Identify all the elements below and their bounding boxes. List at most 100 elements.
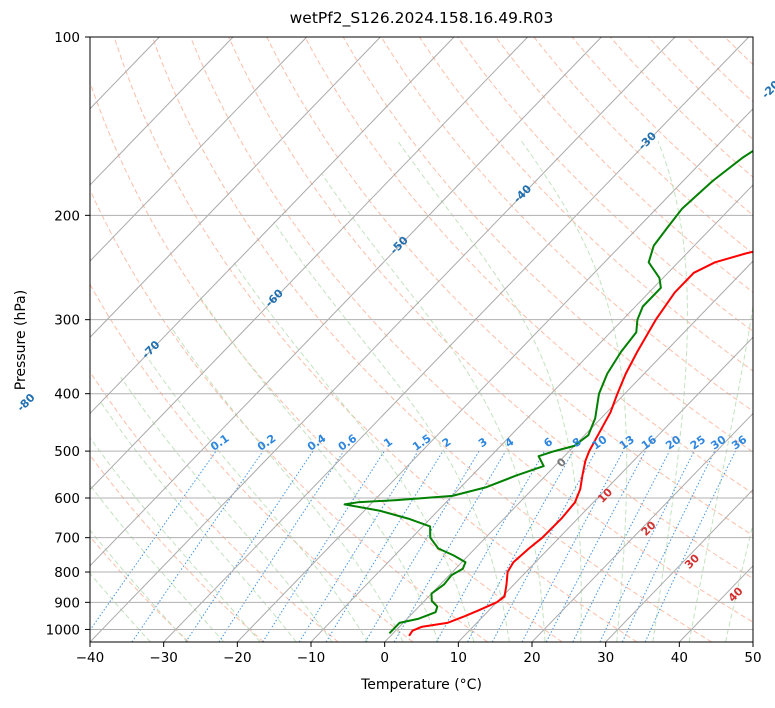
- isotherm-line: [90, 37, 602, 567]
- mixing-ratio-line: [521, 450, 624, 642]
- mixing-ratio-label: 1.5: [410, 432, 433, 454]
- dry-adiabat-label: -80: [14, 391, 37, 414]
- mixing-ratio-line: [545, 450, 646, 642]
- chart-title: wetPf2_S126.2024.158.16.49.R03: [289, 9, 554, 27]
- dry-adiabat: [648, 37, 753, 141]
- moist-adiabat: [321, 173, 546, 642]
- x-tick-label: 30: [597, 650, 614, 666]
- x-axis-ticks: −40 −30 −20 −10 0 10 20 30 40 50: [76, 642, 762, 666]
- isotherm-line: [457, 336, 753, 642]
- isotherm-line: [310, 184, 753, 642]
- mixing-ratio-line: [262, 450, 385, 642]
- mixing-ratio-line: [435, 450, 546, 642]
- isotherm-line: [90, 37, 455, 415]
- moist-adiabat: [98, 399, 297, 642]
- mixing-ratio-line: [393, 450, 507, 642]
- moist-adiabat: [143, 351, 369, 642]
- moist-adiabat: [120, 376, 333, 642]
- mixing-ratio-line: [364, 450, 480, 642]
- y-tick-label: 800: [54, 565, 80, 581]
- mixing-ratio-label: 4: [503, 435, 517, 450]
- dry-adiabat: [90, 370, 339, 642]
- isotherm-line: [384, 260, 753, 642]
- isotherm-line: [90, 37, 676, 642]
- dry-adiabat: [457, 37, 753, 333]
- dry-adiabat: [90, 188, 488, 642]
- moist-adiabat: [688, 303, 753, 642]
- moist-adiabat: [199, 297, 439, 642]
- mixing-ratio-line: [185, 450, 314, 642]
- mixing-ratio-line: [131, 450, 264, 642]
- plot-frame: [89, 36, 754, 643]
- moist-adiabat: [90, 436, 261, 642]
- isotherm-line: [605, 488, 753, 642]
- isotherm-line: [236, 108, 753, 642]
- dry-adiabat: [266, 37, 753, 537]
- x-tick-label: 40: [671, 650, 688, 666]
- profile-series: [343, 149, 753, 637]
- isotherm-line: [90, 37, 234, 186]
- mixing-ratio-label: 3: [476, 435, 490, 450]
- dry-adiabat: [151, 37, 712, 642]
- dry-adiabat: [763, 37, 775, 642]
- x-tick-label: 10: [450, 650, 467, 666]
- moist-adiabat-label: 0: [554, 455, 569, 470]
- mixing-ratio-line: [218, 450, 345, 642]
- x-tick-label: 20: [523, 650, 540, 666]
- moist-adiabat-label: 20: [639, 518, 659, 538]
- grid-lines: [0, 37, 753, 642]
- dry-adiabat: [190, 37, 753, 623]
- mixing-ratio-label: 0.6: [336, 432, 360, 454]
- dry-adiabat: [90, 283, 414, 642]
- dry-adiabat-label: -20: [759, 78, 775, 101]
- y-tick-label: 900: [54, 595, 80, 611]
- dry-adiabat: [571, 37, 753, 216]
- dry-adiabat: [304, 37, 753, 495]
- moist-adiabat: [233, 262, 475, 642]
- y-axis-ticks: 1000 900 800 700 600 500 400 300 200 100: [46, 30, 90, 638]
- mixing-ratio-line: [491, 450, 597, 642]
- moist-adiabat: [90, 484, 225, 642]
- x-axis-label: Temperature (°C): [361, 677, 482, 693]
- mixing-ratio-label: 10: [590, 433, 610, 453]
- dry-adiabat: [90, 454, 264, 642]
- dry-adiabat: [724, 37, 753, 66]
- profile-line-1: [408, 250, 753, 637]
- dry-adiabat: [113, 37, 638, 642]
- mixing-ratio-label: 13: [617, 433, 637, 452]
- mixing-ratio-label: 36: [729, 433, 749, 453]
- x-tick-label: −20: [223, 650, 252, 666]
- moist-adiabat: [273, 221, 510, 642]
- isotherm-line: [163, 37, 750, 642]
- mixing-ratio-label: 0.4: [305, 432, 329, 454]
- isotherm-line: [90, 37, 308, 262]
- dry-adiabat: [228, 37, 753, 580]
- moist-adiabat-label: 40: [726, 584, 746, 604]
- moist-adiabat: [90, 529, 188, 642]
- isotherm-line: [90, 37, 529, 491]
- mixing-ratio-line: [298, 450, 419, 642]
- moist-adiabat: [725, 522, 753, 642]
- mixing-ratio-line: [325, 450, 444, 642]
- dry-adiabat: [90, 80, 563, 642]
- moist-adiabat: [652, 141, 688, 642]
- x-tick-label: −30: [149, 650, 178, 666]
- y-tick-label: 500: [54, 444, 80, 460]
- moist-adiabat-label: 10: [595, 485, 615, 505]
- mixing-ratio-label: 2: [440, 435, 454, 450]
- dry-adiabat: [686, 37, 753, 103]
- isotherm-line: [531, 412, 753, 642]
- mixing-ratio-line: [621, 450, 716, 642]
- isotherm-line: [0, 37, 12, 642]
- mixing-ratio-line: [90, 450, 217, 632]
- x-tick-label: −10: [297, 650, 326, 666]
- mixing-ratio-line: [599, 450, 695, 642]
- isotherm-line: [90, 37, 160, 110]
- background-lines: [90, 37, 775, 642]
- dry-adiabat: [495, 37, 753, 293]
- y-tick-label: 400: [54, 387, 80, 403]
- dry-adiabat: [90, 535, 190, 642]
- moist-adiabat: [762, 141, 775, 642]
- y-tick-label: 300: [54, 313, 80, 329]
